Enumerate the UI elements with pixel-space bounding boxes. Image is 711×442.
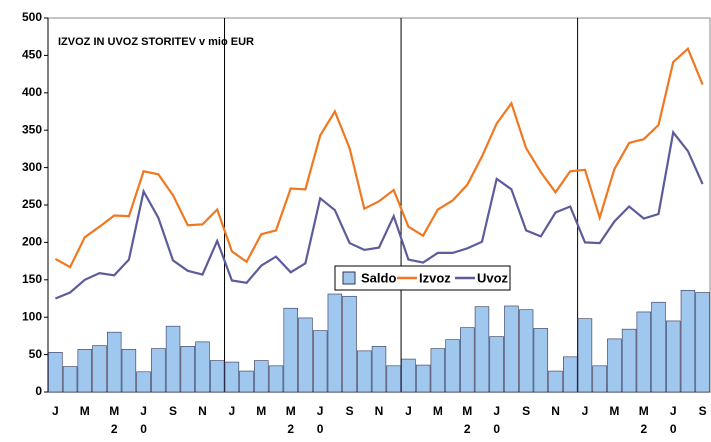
line-series xyxy=(54,46,704,269)
bar xyxy=(651,301,666,393)
y-tick-label: 350 xyxy=(22,122,42,136)
bar xyxy=(239,370,254,393)
x-tick-label: M xyxy=(462,404,472,418)
x-tick-label: J xyxy=(493,404,500,418)
bar xyxy=(430,348,446,393)
bar xyxy=(136,371,151,393)
bar xyxy=(621,328,637,393)
x-tick-label: M xyxy=(109,404,119,418)
bar xyxy=(533,328,549,393)
bar xyxy=(180,346,195,393)
y-tick-label: 450 xyxy=(22,48,42,62)
chart-title: IZVOZ IN UVOZ STORITEV v mio EUR xyxy=(58,36,254,48)
y-tick-label: 250 xyxy=(22,197,42,211)
y-tick-label: 300 xyxy=(22,160,42,174)
bar xyxy=(312,330,328,393)
bar xyxy=(195,341,210,393)
y-tick-label: 400 xyxy=(22,85,42,99)
x-sub-label: 0 xyxy=(317,422,324,436)
bar xyxy=(165,325,181,393)
bar xyxy=(445,339,460,393)
x-tick-label: N xyxy=(551,404,560,418)
bar xyxy=(224,361,240,393)
x-tick-label: J xyxy=(140,404,147,418)
bar xyxy=(504,305,519,393)
legend-box xyxy=(334,265,511,291)
x-tick-label: M xyxy=(80,404,90,418)
x-tick-label: J xyxy=(582,404,589,418)
y-tick-label: 50 xyxy=(29,347,43,361)
x-sub-label: 0 xyxy=(493,422,500,436)
x-tick-label: M xyxy=(256,404,266,418)
bar xyxy=(415,364,431,393)
bar xyxy=(77,349,92,393)
x-tick-label: S xyxy=(169,404,177,418)
x-tick-label: M xyxy=(286,404,296,418)
x-sub-label: 2 xyxy=(464,422,471,436)
bar xyxy=(298,317,313,393)
legend-label: Uvoz xyxy=(477,270,509,285)
x-tick-label: J xyxy=(405,404,412,418)
bar xyxy=(474,306,490,393)
bar xyxy=(460,327,475,393)
bar xyxy=(371,346,387,393)
y-tick-label: 150 xyxy=(22,272,42,286)
bar xyxy=(680,289,696,393)
bar xyxy=(268,365,284,393)
x-sub-label: 2 xyxy=(111,422,118,436)
bar xyxy=(357,350,372,393)
x-tick-label: M xyxy=(609,404,619,418)
bar xyxy=(401,358,416,393)
bar xyxy=(386,365,401,393)
bar xyxy=(151,348,166,393)
x-tick-label: N xyxy=(198,404,207,418)
legend-swatch xyxy=(342,271,356,285)
x-tick-label: N xyxy=(375,404,384,418)
bar xyxy=(518,309,534,393)
bar xyxy=(92,345,107,393)
bar xyxy=(695,292,710,393)
bar xyxy=(636,311,652,393)
x-tick-label: M xyxy=(639,404,649,418)
x-sub-label: 0 xyxy=(140,422,147,436)
line-series xyxy=(54,129,704,300)
bar xyxy=(106,331,122,393)
x-sub-label: 0 xyxy=(670,422,677,436)
bar xyxy=(666,320,681,393)
bar xyxy=(577,318,593,393)
x-tick-label: M xyxy=(433,404,443,418)
bar xyxy=(342,295,357,393)
bar xyxy=(254,360,269,393)
bar xyxy=(62,366,78,393)
bar xyxy=(592,365,607,393)
x-tick-label: J xyxy=(670,404,677,418)
x-sub-label: 2 xyxy=(640,422,647,436)
bar xyxy=(563,356,578,393)
x-tick-label: J xyxy=(229,404,236,418)
bar xyxy=(327,293,343,393)
bar xyxy=(209,360,225,393)
x-tick-label: J xyxy=(52,404,59,418)
bar xyxy=(607,338,622,393)
legend-label: Saldo xyxy=(361,270,396,285)
x-tick-label: S xyxy=(522,404,530,418)
bar xyxy=(283,307,298,393)
bar xyxy=(548,370,563,393)
x-tick-label: J xyxy=(317,404,324,418)
y-tick-label: 500 xyxy=(22,10,42,24)
y-tick-label: 100 xyxy=(22,309,42,323)
bar xyxy=(121,349,137,393)
y-tick-label: 0 xyxy=(35,384,42,398)
x-tick-label: S xyxy=(699,404,707,418)
x-tick-label: S xyxy=(346,404,354,418)
x-sub-label: 2 xyxy=(287,422,294,436)
bar xyxy=(489,336,504,393)
legend-label: Izvoz xyxy=(419,270,451,285)
plot-area xyxy=(47,17,711,393)
bar xyxy=(48,352,63,393)
y-tick-label: 200 xyxy=(22,235,42,249)
